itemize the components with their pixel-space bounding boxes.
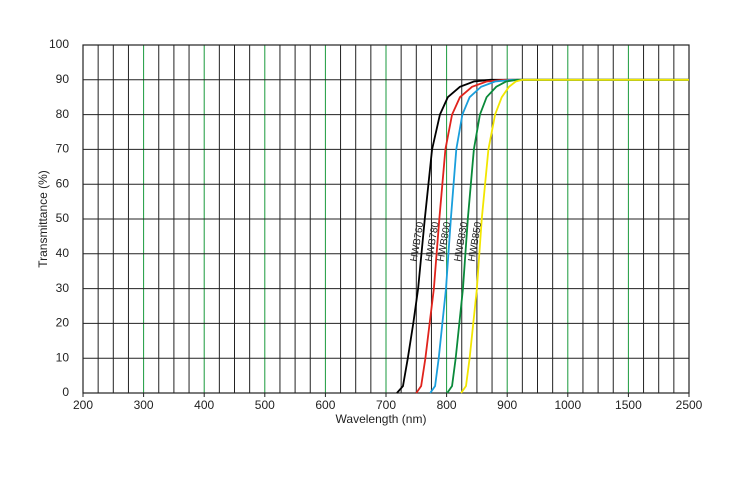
y-tick-label: 10 (56, 350, 70, 364)
y-tick-label: 20 (56, 316, 70, 330)
x-tick-label: 1000 (554, 398, 581, 412)
y-tick-label: 40 (56, 246, 70, 260)
y-tick-label: 0 (62, 385, 69, 399)
x-axis-title: Wavelength (nm) (336, 412, 427, 426)
y-tick-label: 90 (56, 72, 70, 86)
x-tick-label: 700 (376, 398, 396, 412)
x-tick-label: 800 (437, 398, 457, 412)
x-tick-label: 300 (134, 398, 154, 412)
y-axis-title: Transmittance (%) (36, 170, 50, 268)
x-tick-label: 600 (315, 398, 335, 412)
y-tick-label: 100 (49, 37, 69, 51)
y-tick-label: 50 (56, 211, 70, 225)
series-line (446, 78, 689, 394)
x-tick-label: 500 (255, 398, 275, 412)
x-tick-label: 400 (194, 398, 214, 412)
y-tick-label: 60 (56, 176, 70, 190)
y-tick-label: 70 (56, 142, 70, 156)
series-line (460, 78, 689, 394)
y-tick-label: 80 (56, 107, 70, 121)
x-tick-label: 900 (497, 398, 517, 412)
x-tick-label: 1500 (615, 398, 642, 412)
series-line (429, 78, 689, 394)
x-tick-label: 200 (73, 398, 93, 412)
y-tick-label: 30 (56, 281, 70, 295)
x-tick-label: 2500 (676, 398, 703, 412)
plot-frame (82, 44, 690, 394)
series-line (396, 78, 689, 394)
